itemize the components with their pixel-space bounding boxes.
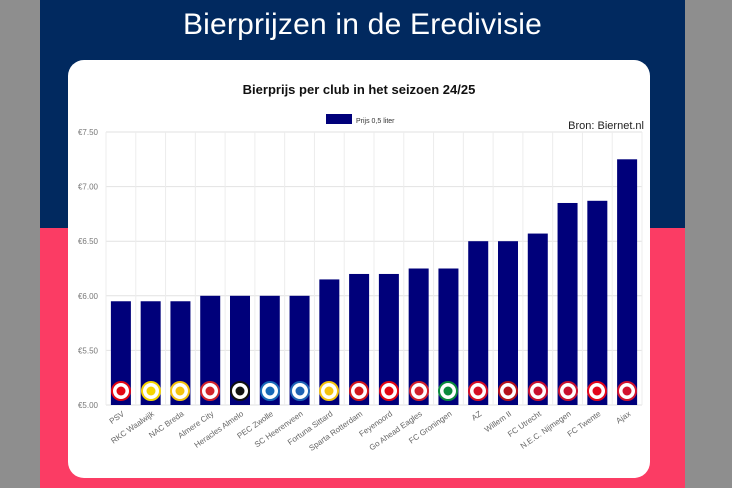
- y-tick-label: €6.00: [78, 292, 99, 301]
- bar: [498, 241, 518, 405]
- fortuna-sittard-logo-icon: [319, 381, 340, 401]
- bar: [140, 301, 161, 405]
- nec-nijmegen-logo-icon: [557, 381, 578, 401]
- sc-heerenveen-logo-icon: [289, 381, 310, 401]
- sparta-rotterdam-logo-icon: [349, 381, 370, 401]
- bar: [438, 268, 459, 405]
- x-tick-label: Sparta Rotterdam: [307, 409, 364, 453]
- rkc-waalwijk-logo-icon: [140, 381, 161, 401]
- legend: Prijs 0,5 liter: [326, 114, 395, 125]
- bar: [349, 273, 370, 405]
- infographic-panel: Bierprijzen in de Eredivisie Bierprijs p…: [40, 0, 685, 488]
- bar: [557, 202, 578, 405]
- x-tick-label: Ajax: [614, 409, 632, 425]
- ajax-logo-icon: [617, 381, 638, 401]
- grid-lines: [105, 131, 643, 406]
- bar: [170, 301, 191, 405]
- bar: [617, 159, 638, 405]
- chart-card: Bierprijs per club in het seizoen 24/25 …: [68, 60, 650, 478]
- go-ahead-eagles-logo-icon: [408, 381, 429, 401]
- fc-utrecht-logo-icon: [527, 381, 548, 401]
- bar: [468, 241, 489, 405]
- chart-title: Bierprijs per club in het seizoen 24/25: [243, 82, 476, 97]
- bar: [289, 295, 310, 405]
- y-axis: €5.00 €5.50 €6.00 €6.50 €7.00 €7.50: [78, 128, 99, 410]
- source-label: Bron: Biernet.nl: [568, 120, 644, 132]
- x-tick-label: N.E.C. Nijmegen: [519, 409, 573, 451]
- az-logo-icon: [468, 381, 489, 401]
- bar: [259, 295, 280, 405]
- y-tick-label: €5.00: [78, 401, 99, 410]
- legend-swatch: [326, 114, 352, 124]
- bar: [230, 295, 250, 405]
- x-tick-label: PSV: [108, 409, 127, 426]
- almere-city-logo-icon: [200, 381, 221, 401]
- y-tick-label: €6.50: [78, 237, 99, 246]
- right-gray-margin: [685, 0, 732, 488]
- bar: [587, 200, 608, 405]
- x-tick-label: AZ: [470, 409, 484, 422]
- x-tick-label: FC Twente: [566, 409, 603, 439]
- bar: [110, 301, 131, 405]
- legend-label: Prijs 0,5 liter: [356, 118, 395, 125]
- bar: [527, 233, 548, 405]
- willem-ii-logo-icon: [498, 381, 518, 401]
- bar: [378, 273, 399, 405]
- nac-breda-logo-icon: [170, 381, 191, 401]
- left-gray-margin: [0, 0, 40, 488]
- bar-chart: Bierprijs per club in het seizoen 24/25 …: [78, 82, 644, 453]
- heracles-almelo-logo-icon: [230, 381, 250, 401]
- bar: [319, 279, 340, 405]
- bars: [110, 159, 638, 405]
- y-tick-label: €5.50: [78, 346, 99, 355]
- pec-zwolle-logo-icon: [259, 381, 280, 401]
- fc-groningen-logo-icon: [438, 381, 459, 401]
- y-tick-label: €7.50: [78, 128, 99, 137]
- x-tick-label: Go Ahead Eagles: [368, 409, 424, 452]
- page-headline: Bierprijzen in de Eredivisie: [182, 8, 543, 41]
- fc-twente-logo-icon: [587, 381, 608, 401]
- feyenoord-logo-icon: [378, 381, 399, 401]
- bar: [200, 295, 221, 405]
- y-tick-label: €7.00: [78, 183, 99, 192]
- bar: [408, 268, 429, 405]
- psv-logo-icon: [110, 381, 131, 401]
